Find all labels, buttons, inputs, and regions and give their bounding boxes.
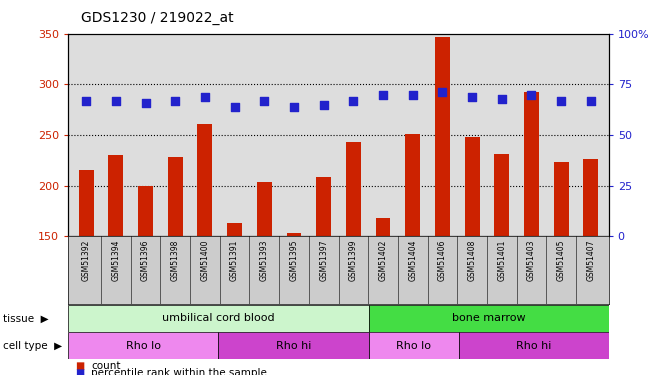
Text: GSM51398: GSM51398 [171, 240, 180, 281]
Point [378, 92, 388, 98]
Bar [368, 332, 458, 359]
Point [111, 98, 121, 104]
Bar [219, 332, 368, 359]
Point [170, 98, 180, 104]
Text: GSM51392: GSM51392 [81, 240, 90, 281]
Bar [494, 154, 509, 375]
Text: Rho lo: Rho lo [396, 341, 431, 351]
Bar [458, 332, 609, 359]
Bar [465, 137, 480, 375]
Text: count: count [91, 361, 120, 370]
Text: GSM51405: GSM51405 [557, 240, 566, 281]
Point [348, 98, 359, 104]
Text: GSM51396: GSM51396 [141, 240, 150, 281]
Text: GSM51400: GSM51400 [201, 240, 210, 281]
Bar [406, 134, 420, 375]
Bar [286, 233, 301, 375]
Bar [138, 186, 153, 375]
Text: Rho hi: Rho hi [276, 341, 311, 351]
Bar [316, 177, 331, 375]
Text: GSM51406: GSM51406 [438, 240, 447, 281]
Point [467, 93, 477, 99]
Text: GDS1230 / 219022_at: GDS1230 / 219022_at [81, 11, 234, 25]
Bar [435, 37, 450, 375]
Text: GSM51408: GSM51408 [467, 240, 477, 281]
Point [81, 98, 91, 104]
Point [318, 102, 329, 108]
Point [408, 92, 418, 98]
Text: ■: ■ [75, 368, 84, 375]
Bar [376, 218, 391, 375]
Text: GSM51401: GSM51401 [497, 240, 506, 281]
Text: GSM51395: GSM51395 [290, 240, 299, 281]
Text: ■: ■ [75, 361, 84, 370]
Text: bone marrow: bone marrow [452, 314, 525, 323]
Bar [168, 157, 183, 375]
Text: umbilical cord blood: umbilical cord blood [162, 314, 275, 323]
Text: Rho hi: Rho hi [516, 341, 551, 351]
Point [437, 90, 448, 96]
Text: Rho lo: Rho lo [126, 341, 161, 351]
Bar [583, 159, 598, 375]
Bar [554, 162, 568, 375]
Text: GSM51402: GSM51402 [378, 240, 387, 281]
Text: GSM51394: GSM51394 [111, 240, 120, 281]
Point [497, 96, 507, 102]
Bar [68, 305, 368, 332]
Text: GSM51407: GSM51407 [587, 240, 596, 281]
Bar [109, 155, 123, 375]
Bar [257, 182, 271, 375]
Text: cell type  ▶: cell type ▶ [3, 341, 62, 351]
Bar [524, 93, 539, 375]
Text: GSM51397: GSM51397 [319, 240, 328, 281]
Text: GSM51391: GSM51391 [230, 240, 239, 281]
Text: GSM51404: GSM51404 [408, 240, 417, 281]
Bar [197, 124, 212, 375]
Bar [346, 142, 361, 375]
Point [229, 104, 240, 110]
Bar [79, 170, 94, 375]
Point [200, 93, 210, 99]
Text: GSM51403: GSM51403 [527, 240, 536, 281]
Text: tissue  ▶: tissue ▶ [3, 314, 49, 323]
Point [289, 104, 299, 110]
Bar [368, 305, 609, 332]
Point [526, 92, 536, 98]
Point [586, 98, 596, 104]
Bar [68, 332, 219, 359]
Text: GSM51399: GSM51399 [349, 240, 358, 281]
Point [259, 98, 270, 104]
Bar [227, 223, 242, 375]
Text: GSM51393: GSM51393 [260, 240, 269, 281]
Point [141, 100, 151, 106]
Text: percentile rank within the sample: percentile rank within the sample [91, 368, 267, 375]
Point [556, 98, 566, 104]
